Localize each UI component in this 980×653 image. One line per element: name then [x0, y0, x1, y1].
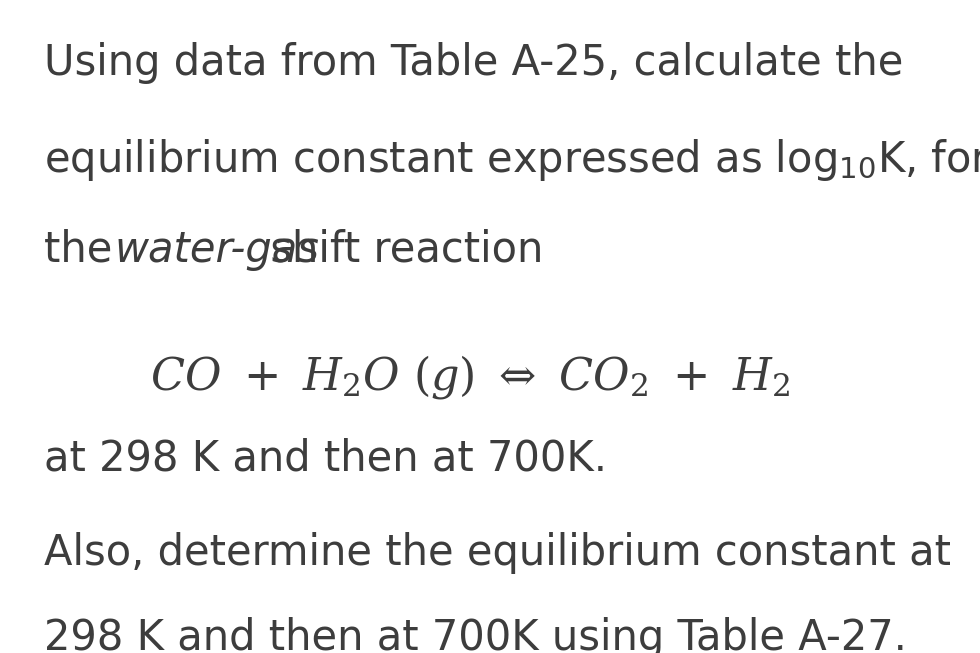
Text: $CO\ +\ H_2O\ (g)\ \Leftrightarrow\ CO_2\ +\ H_2$: $CO\ +\ H_2O\ (g)\ \Leftrightarrow\ CO_2…	[150, 353, 791, 401]
Text: water-gas: water-gas	[115, 229, 319, 270]
Text: at 298 K and then at 700K.: at 298 K and then at 700K.	[44, 438, 607, 479]
Text: 298 K and then at 700K using Table A-27.: 298 K and then at 700K using Table A-27.	[44, 617, 906, 653]
Text: Using data from Table A-25, calculate the: Using data from Table A-25, calculate th…	[44, 42, 904, 84]
Text: Also, determine the equilibrium constant at: Also, determine the equilibrium constant…	[44, 532, 952, 574]
Text: the: the	[44, 229, 125, 270]
Text: equilibrium constant expressed as $\mathsf{log_{10}}$$\mathsf{K}$, for: equilibrium constant expressed as $\math…	[44, 137, 980, 183]
Text: shift reaction: shift reaction	[257, 229, 543, 270]
